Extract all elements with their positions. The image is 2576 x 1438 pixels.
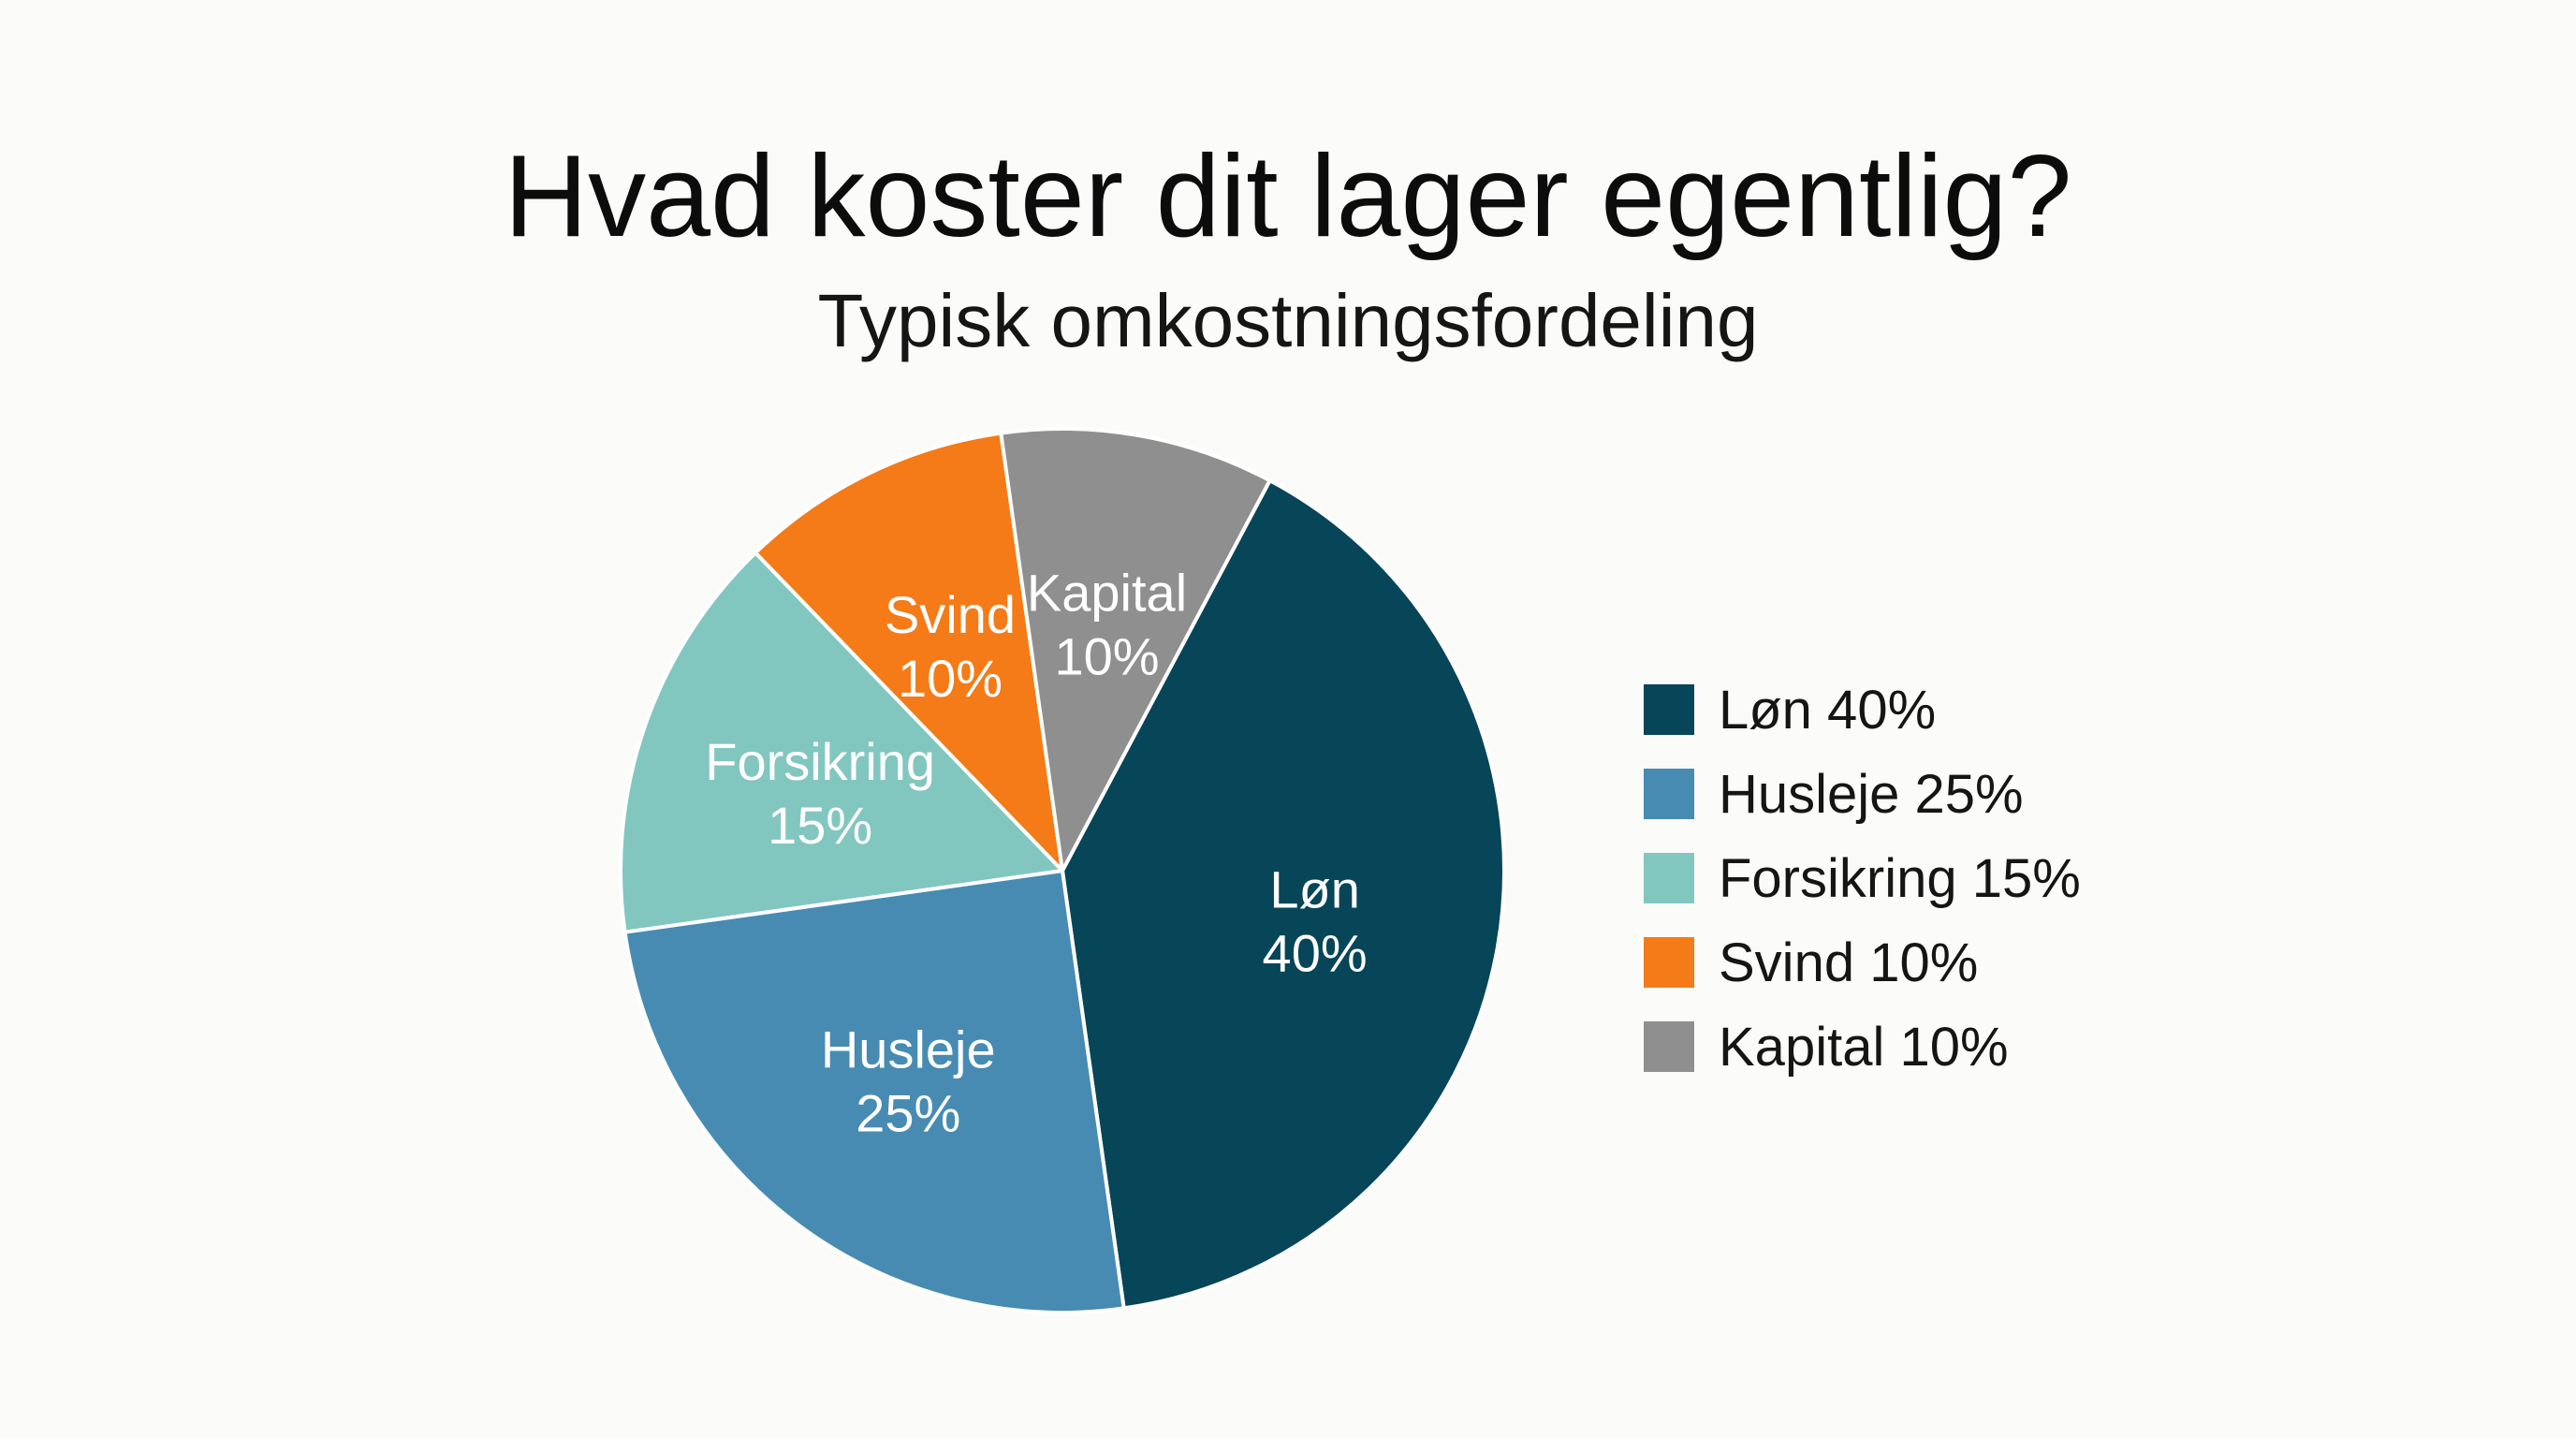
legend-item-svind: Svind 10% <box>1644 932 2081 993</box>
legend-swatch-lon <box>1644 684 1694 735</box>
pie-slice-husleje <box>622 869 1126 1314</box>
pie-slice-forsikring <box>619 550 1064 934</box>
chart-subtitle: Typisk omkostningsfordeling <box>817 279 1759 362</box>
legend-item-husleje: Husleje 25% <box>1644 764 2081 825</box>
legend-item-lon: Løn 40% <box>1644 680 2081 741</box>
slice-label-kapital: Kapital <box>1027 563 1187 622</box>
legend-label-svind: Svind 10% <box>1719 932 1979 993</box>
legend-swatch-husleje <box>1644 769 1694 819</box>
slice-label-svind: Svind <box>885 585 1016 644</box>
pie-slice-lon <box>1061 478 1506 1311</box>
slice-value-lon: 40% <box>1263 924 1368 983</box>
pie-slice-svind <box>754 431 1064 873</box>
chart-legend: Løn 40% Husleje 25% Forsikring 15% Svind… <box>1644 680 2081 1105</box>
legend-swatch-kapital <box>1644 1021 1694 1072</box>
slice-label-lon: Løn <box>1269 860 1360 919</box>
chart-title: Hvad koster dit lager egentlig? <box>504 132 2072 261</box>
legend-item-kapital: Kapital 10% <box>1644 1017 2081 1078</box>
legend-swatch-forsikring <box>1644 853 1694 903</box>
slice-value-kapital: 10% <box>1054 626 1159 685</box>
legend-label-kapital: Kapital 10% <box>1719 1016 2009 1078</box>
legend-label-forsikring: Forsikring 15% <box>1719 847 2081 909</box>
legend-label-lon: Løn 40% <box>1719 679 1937 741</box>
legend-item-forsikring: Forsikring 15% <box>1644 848 2081 909</box>
slice-value-svind: 10% <box>898 649 1003 708</box>
slice-value-forsikring: 15% <box>768 796 872 855</box>
legend-label-husleje: Husleje 25% <box>1719 763 2024 825</box>
slice-label-forsikring: Forsikring <box>705 732 935 791</box>
slice-value-husleje: 25% <box>856 1084 960 1143</box>
pie-slice-kapital <box>999 427 1272 873</box>
slice-label-husleje: Husleje <box>821 1020 996 1079</box>
legend-swatch-svind <box>1644 937 1694 988</box>
